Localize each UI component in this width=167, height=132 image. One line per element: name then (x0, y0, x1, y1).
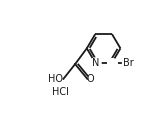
Text: Br: Br (123, 58, 133, 68)
Text: HCl: HCl (52, 87, 69, 97)
Text: HO: HO (48, 74, 63, 84)
Text: N: N (92, 58, 99, 68)
Text: O: O (86, 74, 94, 84)
